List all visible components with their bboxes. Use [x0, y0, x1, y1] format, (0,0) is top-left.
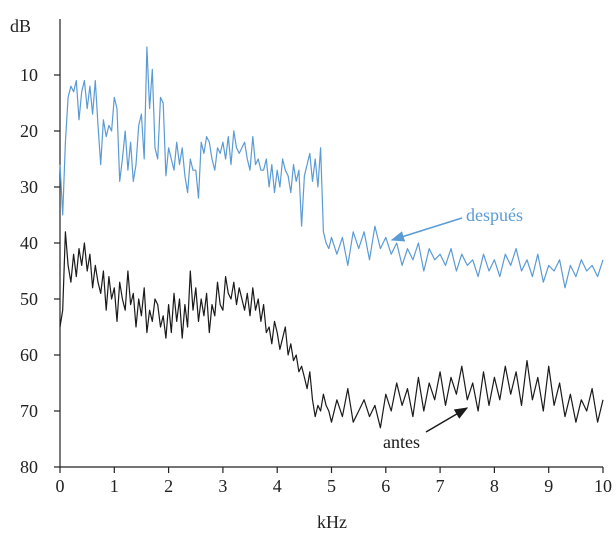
x-tick-label: 7	[436, 476, 445, 496]
y-tick-label: 50	[20, 289, 38, 309]
x-tick-label: 4	[273, 476, 282, 496]
y-tick-label: 60	[20, 345, 38, 365]
x-tick-label: 6	[381, 476, 390, 496]
despues-series-line	[59, 46, 604, 289]
x-tick-label: 8	[490, 476, 499, 496]
series-lines	[59, 46, 604, 429]
y-tick-label: 20	[20, 121, 38, 141]
y-tick-label: 40	[20, 233, 38, 253]
x-tick-label: 1	[110, 476, 119, 496]
antes-annotation-arrow	[425, 407, 469, 433]
tick-marks: 10 20 30 40 50 60 70 80 0 1 2 3 4 5 6 7 8 9 10	[20, 65, 612, 496]
x-tick-label: 3	[218, 476, 227, 496]
y-tick-label: 70	[20, 401, 38, 421]
x-tick-label: 5	[327, 476, 336, 496]
y-tick-label: 80	[20, 457, 38, 477]
x-tick-label: 9	[544, 476, 553, 496]
x-axis-label: kHz	[317, 512, 347, 532]
y-tick-label: 10	[20, 65, 38, 85]
x-tick-label: 2	[164, 476, 173, 496]
y-tick-label: 30	[20, 177, 38, 197]
antes-series-line	[59, 231, 604, 429]
antes-annotation-label: antes	[383, 432, 420, 452]
despues-annotation-arrow	[390, 217, 463, 242]
despues-annotation-label: después	[466, 205, 523, 225]
x-tick-label: 0	[56, 476, 65, 496]
y-axis-label: dB	[10, 16, 31, 36]
x-tick-label: 10	[594, 476, 612, 496]
axes	[59, 19, 603, 468]
